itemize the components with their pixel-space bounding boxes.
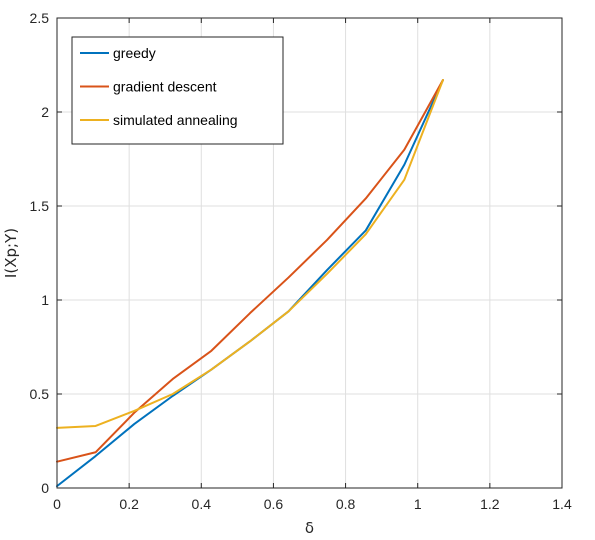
x-tick-label: 0.4 [192,496,212,512]
y-tick-label: 0.5 [30,386,50,402]
x-tick-label: 0.8 [336,496,356,512]
y-tick-label: 2.5 [30,10,50,26]
legend-label: greedy [113,45,156,61]
x-tick-label: 0 [53,496,61,512]
x-tick-label: 1 [414,496,422,512]
legend-item: gradient descent [80,79,217,95]
legend-label: simulated annealing [113,112,238,128]
axis-labels: 0 0.2 0.4 0.6 0.8 1 1.2 1.4 0 0.5 1 1.5 2 2.5 [30,10,572,512]
y-axis-title: I(Xp;Y) [2,228,20,278]
plot-frame [56,17,563,489]
legend-item: greedy [80,45,156,61]
legend: greedy gradient descent simulated annealin… [71,36,284,145]
y-tick-label: 1.5 [30,198,50,214]
legend-item: simulated annealing [80,112,238,128]
series-line-simulated-annealing [56,79,444,429]
axis-ticks [56,17,563,489]
y-tick-label: 0 [41,480,49,496]
x-axis-title: δ [305,519,314,537]
series-line-gradient-descent [56,79,444,463]
y-tick-label: 1 [41,292,49,308]
series-lines [56,79,444,488]
legend-box [71,36,284,145]
legend-label: gradient descent [113,79,217,95]
x-tick-label: 1.4 [552,496,572,512]
x-tick-label: 1.2 [480,496,500,512]
y-tick-label: 2 [41,104,49,120]
x-tick-label: 0.2 [119,496,139,512]
x-tick-label: 0.6 [264,496,284,512]
